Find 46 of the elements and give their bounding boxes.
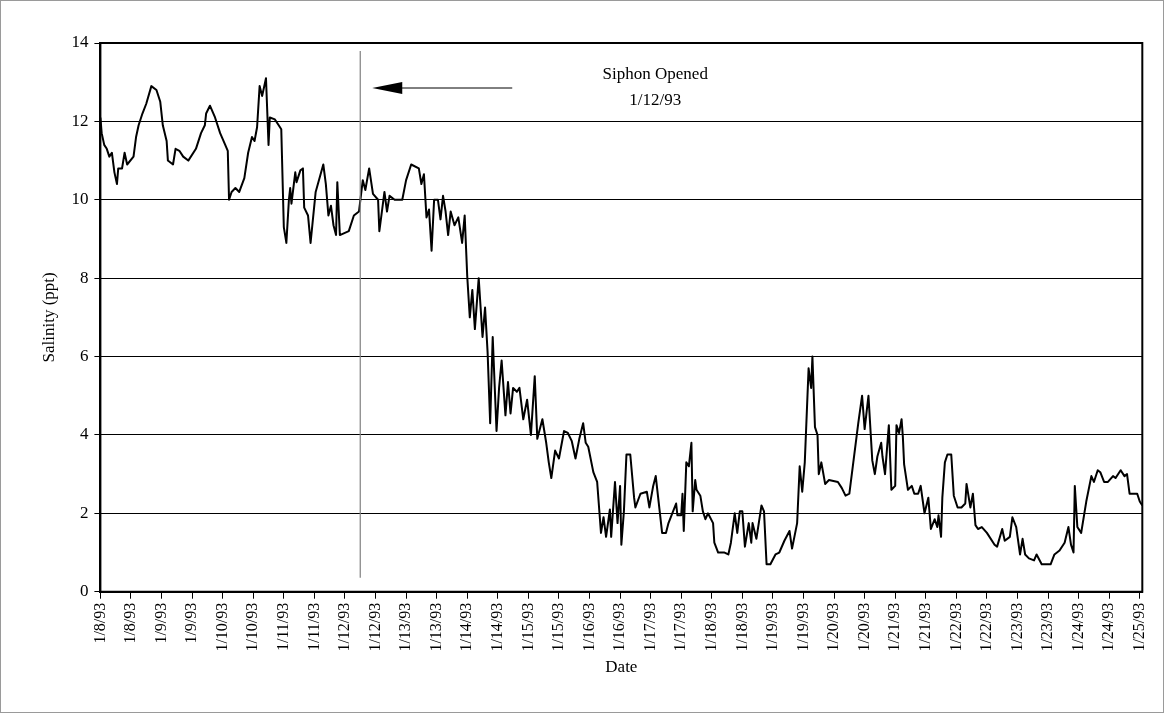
x-tick-label: 1/22/93	[977, 602, 995, 652]
x-tick-label: 1/18/93	[701, 602, 719, 652]
annotation: Siphon Opened 1/12/93	[602, 64, 709, 110]
x-axis-title: Date	[605, 657, 638, 677]
x-tick-label: 1/22/93	[946, 602, 964, 652]
x-tick-label: 1/10/93	[212, 602, 230, 652]
x-tick-label: 1/21/93	[915, 602, 933, 652]
x-tick-label: 1/20/93	[824, 602, 842, 652]
x-tick-label: 1/8/93	[90, 602, 108, 644]
x-tick-label: 1/16/93	[579, 602, 597, 652]
x-tick-label: 1/13/93	[396, 602, 414, 652]
y-tick-label: 14	[71, 32, 89, 52]
y-tick-label: 12	[71, 110, 89, 130]
x-tick-label: 1/12/93	[365, 602, 383, 652]
y-tick-label: 2	[79, 502, 89, 522]
x-tick-label: 1/19/93	[793, 602, 811, 652]
x-tick-label: 1/15/93	[518, 602, 536, 652]
y-tick-label: 0	[79, 581, 89, 601]
x-tick-label: 1/13/93	[426, 602, 444, 652]
x-tick-label: 1/10/93	[243, 602, 261, 652]
x-tick-label: 1/9/93	[182, 602, 200, 644]
y-tick-label: 8	[79, 267, 89, 287]
x-tick-label: 1/17/93	[671, 602, 689, 652]
x-tick-label: 1/24/93	[1099, 602, 1117, 652]
x-tick-label: 1/14/93	[488, 602, 506, 652]
x-tick-label: 1/9/93	[151, 602, 169, 644]
x-tick-label: 1/11/93	[304, 602, 322, 652]
y-tick-label: 4	[79, 424, 89, 444]
x-tick-label: 1/17/93	[640, 602, 658, 652]
y-tick-label: 6	[79, 346, 89, 366]
x-tick-label: 1/14/93	[457, 602, 475, 652]
y-axis-title: Salinity (ppt)	[38, 272, 58, 363]
x-tick-label: 1/15/93	[549, 602, 567, 652]
x-tick-label: 1/11/93	[274, 602, 292, 652]
x-tick-label: 1/21/93	[885, 602, 903, 652]
x-tick-label: 1/12/93	[335, 602, 353, 652]
x-tick-label: 1/24/93	[1068, 602, 1086, 652]
x-tick-label: 1/20/93	[854, 602, 872, 652]
x-tick-label: 1/18/93	[732, 602, 750, 652]
x-tick-label: 1/16/93	[610, 602, 628, 652]
x-tick-label: 1/25/93	[1129, 602, 1147, 652]
x-tick-label: 1/8/93	[121, 602, 139, 644]
x-tick-label: 1/19/93	[763, 602, 781, 652]
x-tick-label: 1/23/93	[1038, 602, 1056, 652]
x-tick-label: 1/23/93	[1007, 602, 1025, 652]
y-tick-label: 10	[71, 189, 89, 209]
